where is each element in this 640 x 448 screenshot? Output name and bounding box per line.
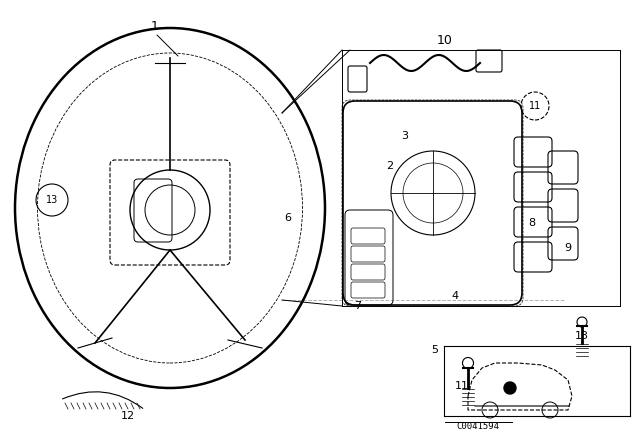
Text: 2: 2: [387, 161, 394, 171]
Text: 5: 5: [431, 345, 438, 355]
Text: C0041594: C0041594: [456, 422, 499, 431]
Text: 9: 9: [564, 243, 572, 253]
Text: 4: 4: [451, 291, 459, 301]
Text: 13: 13: [575, 331, 589, 341]
Text: 11: 11: [529, 101, 541, 111]
Text: 6: 6: [285, 213, 291, 223]
Text: 3: 3: [401, 131, 408, 141]
Circle shape: [504, 382, 516, 394]
Text: 13: 13: [46, 195, 58, 205]
Text: 12: 12: [121, 411, 135, 421]
Text: 7: 7: [355, 301, 362, 311]
Text: 11: 11: [455, 381, 469, 391]
FancyArrowPatch shape: [63, 392, 143, 408]
Text: 10: 10: [437, 34, 453, 47]
Text: 1: 1: [151, 20, 159, 33]
Text: 8: 8: [529, 218, 536, 228]
